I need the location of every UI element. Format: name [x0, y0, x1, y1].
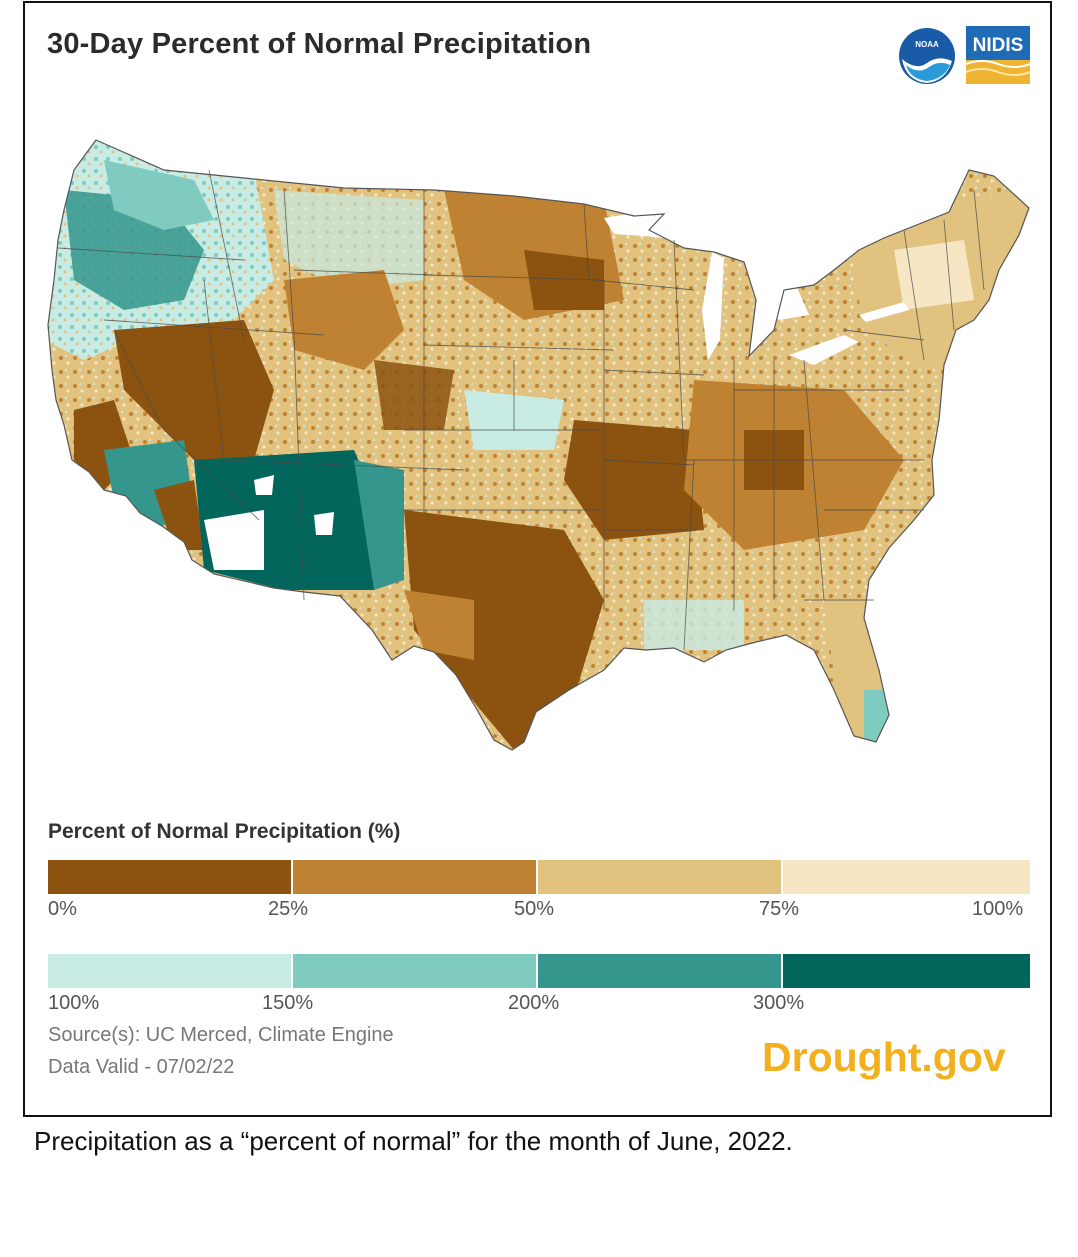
- legend-bar-25-50: [293, 860, 536, 894]
- legend-bar-300-plus: [783, 954, 1030, 988]
- legend-title: Percent of Normal Precipitation (%): [48, 820, 401, 843]
- nidis-logo: NIDIS: [966, 26, 1030, 84]
- state-boundaries: [57, 169, 985, 651]
- legend-tick-dry-1: 25%: [268, 898, 309, 920]
- data-valid-text: Data Valid - 07/02/22: [48, 1056, 235, 1078]
- svg-text:NIDIS: NIDIS: [973, 35, 1024, 56]
- noaa-logo: NOAA: [899, 28, 955, 84]
- legend-bar-75-100: [783, 860, 1030, 894]
- legend-tick-wet-0: 100%: [48, 992, 100, 1014]
- drought-gov-brand: Drought.gov: [762, 1034, 1006, 1080]
- svg-text:NOAA: NOAA: [915, 40, 939, 49]
- legend-bar-0-25: [48, 860, 291, 894]
- legend-tick-dry-4: 100%: [972, 898, 1024, 920]
- legend-bar-150-200: [293, 954, 536, 988]
- legend-bar-100-150: [48, 954, 291, 988]
- legend-bar-200-300: [538, 954, 781, 988]
- legend-tick-dry-3: 75%: [759, 898, 800, 920]
- legend-tick-wet-3: 300%: [753, 992, 805, 1014]
- legend-tick-dry-2: 50%: [514, 898, 555, 920]
- legend-bar-50-75: [538, 860, 781, 894]
- legend-tick-wet-1: 150%: [262, 992, 314, 1014]
- source-text: Source(s): UC Merced, Climate Engine: [48, 1024, 394, 1046]
- figure-caption: Precipitation as a “percent of normal” f…: [34, 1126, 793, 1156]
- legend-tick-wet-2: 200%: [508, 992, 560, 1014]
- great-lakes: [604, 208, 909, 365]
- legend-tick-dry-0: 0%: [48, 898, 77, 920]
- us-precipitation-map: [47, 139, 1030, 751]
- map-title: 30-Day Percent of Normal Precipitation: [47, 28, 592, 60]
- precipitation-fill: [48, 140, 1029, 750]
